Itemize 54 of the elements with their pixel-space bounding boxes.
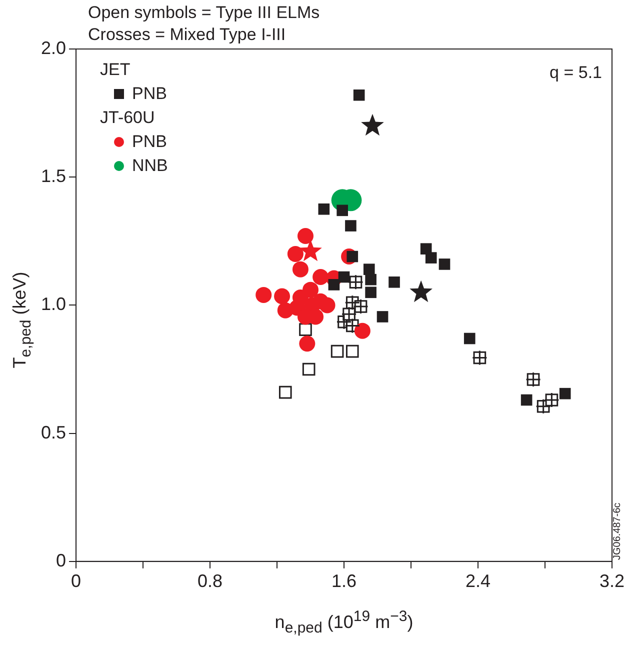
x-tick-label: 3.2 [599,571,625,592]
legend-label: NNB [132,155,168,177]
x-axis-title: n$_{e,ped}$ (10$^{19}$ m$^{−3}$) [274,608,414,637]
point [410,280,432,302]
annotation: q = 5.1 [550,63,602,83]
x-tick-label: 0 [71,571,82,592]
point [425,252,437,264]
point [328,279,340,290]
x-tick-label: 0.8 [198,571,223,592]
point [336,204,348,216]
point [274,288,290,304]
point [278,386,292,399]
point [520,394,532,406]
legend-label: PNB [132,83,167,105]
point [312,293,329,310]
point [299,336,316,352]
point [297,228,314,244]
text: Crosses = Mixed Type I-III [88,24,287,46]
y-tick-label: 0.5 [40,422,66,442]
y-tick-label: 0 [56,550,66,570]
x-tick-label: 2.4 [465,571,491,592]
point [365,274,376,286]
point [299,239,322,262]
y-tick-label: 1.0 [40,294,66,314]
point [464,332,476,344]
point [361,114,384,136]
point [318,203,330,215]
point [302,362,316,376]
point [338,271,350,283]
point [353,89,365,101]
annotation: JT-60U [100,107,156,129]
point [363,264,375,275]
point [559,388,571,400]
legend-label: PNB [132,131,167,153]
point [256,286,272,303]
point [354,322,370,339]
point [346,344,359,358]
point [388,276,400,288]
x-tick-label: 1.6 [331,571,357,592]
point [312,269,329,286]
annotation: JET [100,59,132,81]
point [365,286,376,298]
point [292,290,308,306]
point [438,258,450,270]
y-tick-label: 2.0 [40,38,66,58]
y-tick-label: 1.5 [40,166,66,186]
text: Open symbols = Type III ELMs [88,2,320,24]
point [299,323,312,336]
annotation: JG06.487-6c [612,502,623,560]
point [292,261,308,278]
point [376,311,388,322]
point [330,344,344,358]
point [345,220,356,232]
point [287,246,304,262]
